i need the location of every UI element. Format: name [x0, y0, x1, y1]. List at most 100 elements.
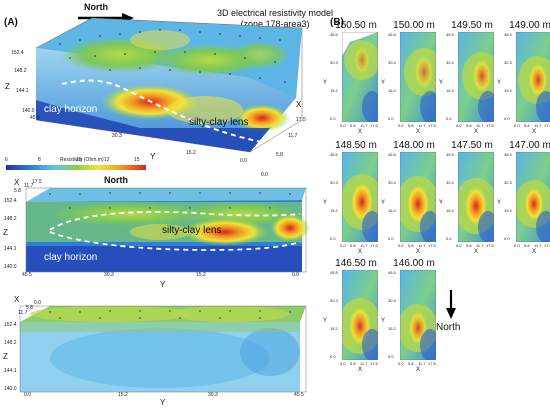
slice-y-tick: 30.3	[446, 180, 454, 185]
block1-x-tick-2: 5.8	[276, 152, 283, 158]
depth-slice: 149.00 m45.5 30.3 15.2 0.0 Y 0.0 5.8 11.717.5 X	[497, 20, 550, 142]
slice-y-tick: 0.0	[330, 116, 336, 121]
slice-x-tick: 0.0	[398, 123, 404, 128]
depth-slice-title: 147.00 m	[509, 140, 550, 151]
depth-slice: 148.00 m 45.5 30.3 15.2 0.0 Y 0.0 5.8 11.7 17.5 X	[381, 140, 444, 262]
depth-slice-title: 148.00 m	[393, 140, 435, 151]
block1-y-tick-3: 15.2	[186, 150, 196, 156]
slice-x-tick: 11.7	[476, 243, 484, 248]
block1-z-tick-2: 148.2	[14, 68, 27, 74]
slice-y-tick: 30.3	[330, 60, 338, 65]
slice-y-tick: 15.2	[388, 326, 396, 331]
slice-x-axis: X	[474, 249, 479, 255]
slice-x-tick: 0.0	[340, 361, 346, 366]
block1-x-tick-1: 0.0	[261, 172, 268, 178]
depth-slice-map	[342, 270, 378, 360]
block1-z-axis: Z	[5, 82, 10, 91]
slice-x-tick: 5.8	[350, 243, 356, 248]
slice-y-tick: 30.3	[504, 180, 512, 185]
slice-y-tick: 45.5	[388, 32, 396, 37]
slice-x-tick: 11.7	[476, 123, 484, 128]
colorbar-tick-1: 6	[5, 157, 8, 163]
slice-y-tick: 30.3	[330, 298, 338, 303]
block2-z-tick-4: 140.0	[4, 264, 17, 270]
block1-y-tick-2: 30.3	[112, 133, 122, 139]
colorbar-tick-5: 15	[134, 157, 140, 163]
depth-slice: 147.00 m45.5 30.3 15.2 0.0 Y 0.0 5.8 11.717.5 X	[497, 140, 550, 262]
slice-x-tick: 11.7	[418, 243, 426, 248]
slice-y-tick: 15.2	[388, 208, 396, 213]
slice-x-tick: 0.0	[456, 243, 462, 248]
slice-y-tick: 15.2	[330, 88, 338, 93]
block3-y-tick-3: 30.3	[208, 392, 218, 398]
slice-y-tick: 30.3	[504, 60, 512, 65]
depth-slice-map	[400, 152, 436, 242]
north-label-mid: North	[104, 175, 128, 185]
slice-y-axis: Y	[439, 80, 444, 86]
slice-x-tick: 0.0	[514, 123, 520, 128]
slice-y-tick: 45.5	[330, 152, 338, 157]
slice-x-tick: 11.7	[418, 361, 426, 366]
depth-slice-map	[400, 270, 436, 360]
block2-z-axis: Z	[3, 228, 8, 237]
model-title: 3D electrical resistivity model (zone 17…	[205, 8, 345, 30]
block3-z-tick-1: 152.4	[4, 322, 17, 328]
slice-x-axis: X	[358, 129, 363, 135]
slice-x-tick: 0.0	[340, 243, 346, 248]
depth-slice-title: 150.50 m	[335, 20, 377, 31]
block3-x-tick-1: 0.0	[34, 300, 41, 306]
slice-x-tick: 5.8	[524, 243, 530, 248]
slice-y-tick: 30.3	[446, 60, 454, 65]
model-title-line1: 3D electrical resistivity model	[216, 8, 334, 18]
colorbar-title: Resistivity (Ohm.m)	[60, 157, 104, 163]
block2-x-tick-2: 11.7	[24, 183, 34, 189]
depth-slice-title: 150.00 m	[393, 20, 435, 31]
slice-y-tick: 30.3	[330, 180, 338, 185]
slice-y-tick: 0.0	[504, 116, 510, 121]
slice-x-tick: 11.7	[534, 243, 542, 248]
slice-y-axis: Y	[323, 200, 328, 206]
block2-x-tick-3: 17.5	[32, 179, 42, 185]
colorbar-tick-3: 10	[76, 157, 82, 163]
block1-z-tick-1: 152.4	[11, 50, 24, 56]
resistivity-colorbar	[6, 165, 146, 170]
slice-x-tick: 5.8	[408, 243, 414, 248]
depth-slice-title: 148.50 m	[335, 140, 377, 151]
slice-y-axis: Y	[381, 318, 386, 324]
block3-x-tick-2: 5.8	[26, 305, 33, 311]
block1-y-tick-1: 45.5	[30, 115, 40, 121]
depth-slice: 147.50 m 45.5 30.3 15.2 0.0 Y 0.0 5.8 11.7 17.5 X	[439, 140, 502, 262]
block2-z-tick-1: 152.4	[4, 198, 17, 204]
slice-y-tick: 15.2	[446, 208, 454, 213]
slice-y-tick: 0.0	[388, 236, 394, 241]
block1-y-tick-4: 0.0	[240, 158, 247, 164]
depth-slice: 150.00 m 45.5 30.3 15.2 0.0 Y 0.0 5.8 11.7 17.5 X	[381, 20, 444, 142]
north-arrow-b-icon	[446, 290, 456, 319]
slice-y-tick: 0.0	[330, 354, 336, 359]
slice-y-tick: 45.5	[446, 152, 454, 157]
depth-slice-map	[400, 32, 436, 122]
block1-z-tick-3: 144.1	[16, 88, 29, 94]
slice-y-axis: Y	[323, 318, 328, 324]
panel-a-label: (A)	[4, 17, 18, 28]
depth-slice-title: 149.50 m	[451, 20, 493, 31]
depth-slice-map	[516, 32, 550, 122]
depth-slice: 146.50 m 45.5 30.3 15.2 0.0 Y 0.0 5.8 11.7 17.5 X	[323, 258, 386, 380]
block3-z-tick-2: 148.2	[4, 340, 17, 346]
model-title-line2: (zone 178-area3)	[240, 19, 310, 29]
depth-slice-title: 146.00 m	[393, 258, 435, 269]
slice-y-axis: Y	[381, 80, 386, 86]
slice-y-tick: 45.5	[330, 32, 338, 37]
depth-slice: 146.00 m 45.5 30.3 15.2 0.0 Y 0.0 5.8 11.7 17.5 X	[381, 258, 444, 380]
block2-z-tick-3: 144.1	[4, 246, 17, 252]
slice-y-tick: 0.0	[388, 116, 394, 121]
block2-boundary-line-upper	[49, 211, 301, 231]
slice-x-tick: 11.7	[534, 123, 542, 128]
block2-y-tick-3: 15.2	[196, 272, 206, 278]
block3-y-axis: Y	[160, 398, 166, 407]
slice-y-tick: 15.2	[446, 88, 454, 93]
slice-x-tick: 5.8	[408, 361, 414, 366]
slice-y-axis: Y	[497, 200, 502, 206]
slice-x-tick: 0.0	[456, 123, 462, 128]
block2-clay-horizon-label: clay horizon	[44, 252, 98, 263]
